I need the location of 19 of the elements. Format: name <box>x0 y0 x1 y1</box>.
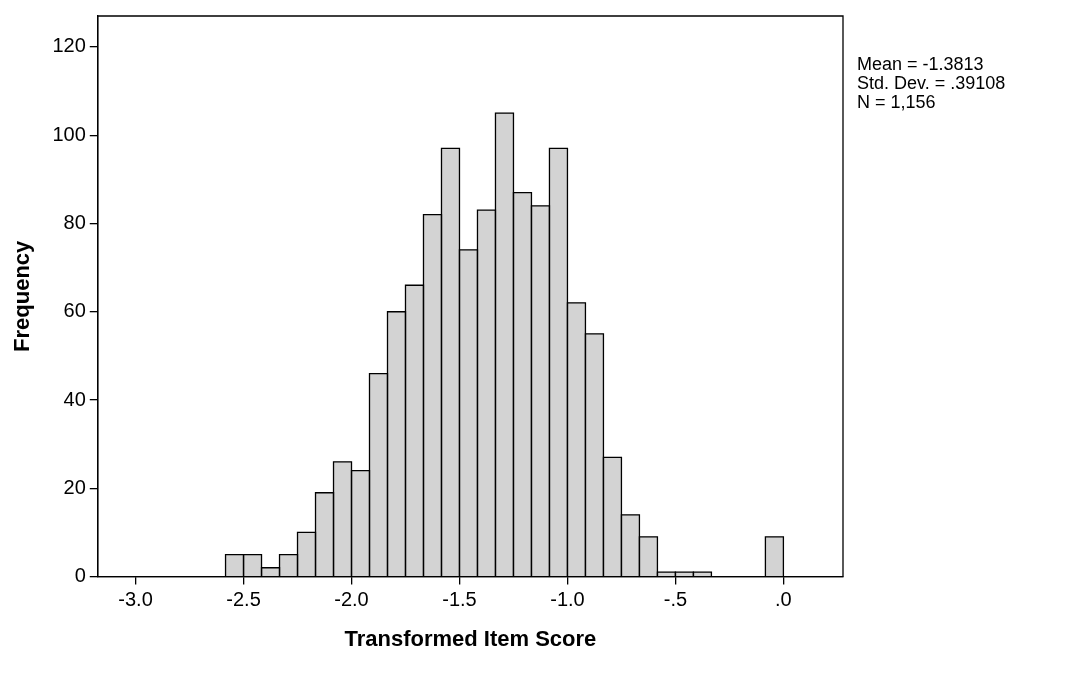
y-tick-label: 60 <box>63 299 86 322</box>
y-tick-label: 120 <box>52 34 86 57</box>
text: Std. Dev. = .39108 <box>857 72 1006 93</box>
x-tick-label: -2.5 <box>226 588 261 611</box>
x-tick-label: -1.5 <box>442 588 477 611</box>
y-tick-label: 80 <box>63 210 86 233</box>
y-tick-label: 40 <box>63 387 86 410</box>
y-tick-label: 0 <box>74 564 86 587</box>
y-axis-title: Frequency <box>9 239 35 352</box>
x-axis-title: Transformed Item Score <box>344 625 597 651</box>
x-tick-label: .0 <box>775 588 792 611</box>
x-tick-label: -2.0 <box>334 588 369 611</box>
y-tick-label: 100 <box>52 122 86 145</box>
text: N = 1,156 <box>857 91 936 112</box>
x-tick-label: -.5 <box>663 588 688 611</box>
text: Mean = -1.3813 <box>857 53 984 74</box>
x-tick-label: -3.0 <box>118 588 153 611</box>
x-tick-label: -1.0 <box>550 588 585 611</box>
y-tick-label: 20 <box>63 475 86 498</box>
